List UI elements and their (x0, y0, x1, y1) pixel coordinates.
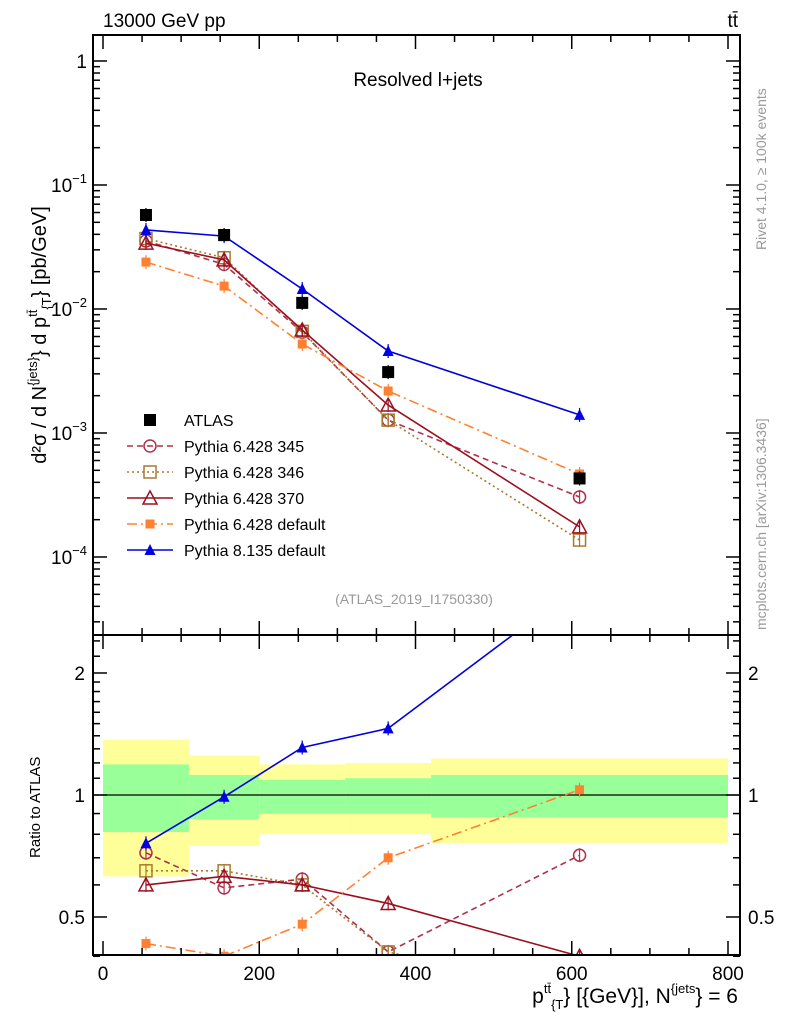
pythia-6-428-346-line (145, 237, 580, 541)
atlas-point (139, 208, 152, 221)
atlas-point (218, 229, 231, 242)
pythia-6-428-370-point (293, 321, 311, 337)
ratio-y-tick-label-right: 2 (748, 664, 759, 685)
legend-marker (145, 519, 155, 529)
header-left: 13000 GeV pp (103, 11, 226, 32)
legend-label: Pythia 8.135 default (184, 543, 326, 560)
ratio-y-tick-label: 1 (74, 786, 85, 807)
main-y-tick-label: 10−3 (51, 419, 87, 445)
ratio-pythia-8-135-default-point (296, 741, 308, 753)
pythia-8-135-default-point (296, 282, 308, 294)
ratio-pythia-6-428-default-point (219, 951, 229, 955)
legend-marker (143, 439, 157, 453)
main-y-tick-label: 10−1 (51, 171, 87, 197)
ratio-y-tick-label-right: 1 (748, 786, 759, 807)
legend-label: Pythia 6.428 default (184, 517, 326, 534)
x-tick-label: 600 (556, 964, 588, 985)
pythia-6-428-346-point (381, 413, 395, 427)
uncertainty-band-inner (259, 779, 346, 814)
mcplots-label: mcplots.cern.ch [arXiv:1306.3436] (753, 418, 769, 630)
main-y-tick-label: 10−2 (51, 295, 87, 321)
header-right: tt̄ (727, 11, 738, 32)
ratio-pythia-6-428-345-point (572, 848, 587, 863)
ratio-pythia-6-428-default-point (383, 853, 393, 863)
ratio-pythia-6-428-370-point (293, 876, 311, 892)
legend-marker (144, 544, 156, 555)
x-axis-label: ptt̄{T} [{GeV}], N{jets} = 6 (532, 981, 738, 1012)
pythia-6-428-default-line (145, 261, 580, 475)
rivet-label: Rivet 4.1.0, ≥ 100k events (753, 88, 769, 250)
atlas-point (573, 472, 586, 485)
legend-marker (144, 414, 156, 426)
pythia-6-428-370-point (379, 396, 397, 412)
ratio-y-tick-label: 0.5 (59, 908, 85, 929)
pythia-6-428-default-point (219, 281, 229, 291)
analysis-tag: (ATLAS_2019_I1750330) (335, 591, 493, 607)
ratio-pythia-8-135-default-point (574, 579, 585, 590)
pythia-8-135-default-point (574, 408, 586, 420)
ratio-pythia-6-428-346-point (381, 945, 395, 955)
legend-label: Pythia 6.428 345 (184, 439, 304, 456)
main-y-tick-label: 1 (76, 52, 87, 73)
ratio-pythia-6-428-default-point (575, 785, 585, 795)
legend-label: ATLAS (184, 413, 234, 430)
ratio-pythia-8-135-default-point (382, 722, 394, 734)
pythia-6-428-370-point (571, 518, 588, 534)
ratio-pythia-6-428-370-point (215, 867, 233, 884)
x-tick-label: 400 (400, 964, 432, 985)
atlas-point (296, 296, 309, 309)
ratio-pythia-6-428-default-point (141, 939, 151, 949)
legend-marker (143, 465, 157, 479)
ratio-pythia-8-135-default-point (218, 790, 230, 802)
legend-label: Pythia 6.428 370 (184, 491, 304, 508)
pythia-6-428-345-line (145, 240, 580, 498)
legend-marker (141, 489, 159, 505)
legend-entry: Pythia 8.135 default (127, 543, 326, 560)
uncertainty-band-inner (103, 764, 189, 833)
ratio-pythia-8-135-default-point (140, 837, 152, 849)
legend-entry: Pythia 6.428 370 (127, 489, 304, 508)
ratio-pythia-6-428-370-line (145, 875, 578, 955)
x-tick-label: 0 (98, 964, 109, 985)
pythia-6-428-default-point (383, 386, 393, 396)
pythia-6-428-370-point (137, 234, 155, 250)
x-tick-label: 800 (712, 964, 744, 985)
plot-title: Resolved l+jets (353, 70, 482, 91)
pythia-8-135-default-point (382, 345, 394, 357)
pythia-6-428-370-point (215, 251, 233, 267)
atlas-point (382, 366, 395, 379)
pythia-6-428-346-point (572, 533, 587, 547)
ratio-y-tick-label: 2 (74, 664, 85, 685)
uncertainty-band-inner (345, 778, 432, 814)
legend-entry: Pythia 6.428 345 (127, 439, 304, 456)
ratio-y-axis-label: Ratio to ATLAS (27, 757, 44, 858)
x-tick-label: 200 (243, 964, 275, 985)
ratio-pythia-6-428-346-line (145, 870, 406, 955)
ratio-pythia-6-428-370-point (379, 894, 397, 911)
ratio-pythia-6-428-345-line (145, 852, 580, 953)
pythia-6-428-default-point (297, 339, 307, 349)
main-y-axis-label: d²σ / d N{jets}} d ptt̄{T} [pb/GeV] (25, 206, 54, 464)
pythia-8-135-default-point (140, 223, 152, 235)
legend-entry: Pythia 6.428 346 (127, 465, 304, 482)
pythia-6-428-370-line (145, 242, 580, 528)
legend-entry: ATLAS (144, 413, 234, 430)
ratio-pythia-6-428-default-point (297, 919, 307, 929)
main-y-tick-label: 10−4 (51, 543, 87, 569)
pythia-6-428-default-point (141, 257, 151, 267)
legend-entry: Pythia 6.428 default (127, 517, 326, 534)
legend-label: Pythia 6.428 346 (184, 465, 304, 482)
pythia-6-428-345-point (572, 490, 587, 504)
ratio-pythia-6-428-370-point (137, 876, 155, 892)
ratio-y-tick-label-right: 0.5 (748, 908, 774, 929)
